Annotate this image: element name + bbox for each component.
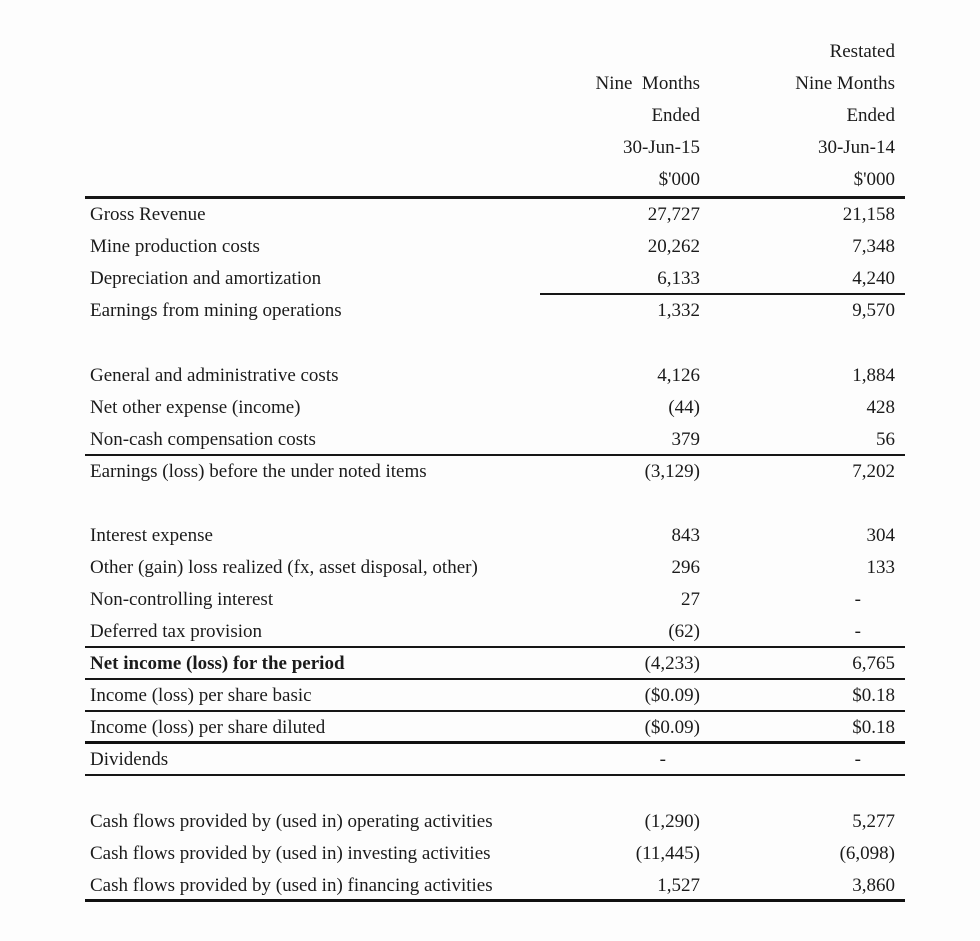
- value-2014: -: [854, 621, 861, 642]
- value-2015: (3,129): [644, 461, 700, 482]
- value-2014: 4,240: [700, 263, 905, 295]
- row-label: Earnings (loss) before the under noted i…: [90, 461, 427, 482]
- table-row: Earnings (loss) before the under noted i…: [85, 456, 905, 488]
- value-2015: 379: [671, 429, 701, 450]
- value-2015: 1,332: [657, 300, 700, 321]
- value-2014: 1,884: [852, 365, 895, 386]
- table-row: Net other expense (income) (44) 428: [85, 392, 905, 424]
- value-2014: 5,277: [852, 811, 895, 832]
- row-label: Cash flows provided by (used in) financi…: [90, 875, 493, 896]
- row-spacer: [85, 776, 905, 806]
- table-row: Depreciation and amortization 6,133 4,240: [85, 263, 905, 295]
- row-spacer: [85, 488, 905, 520]
- row-label: Income (loss) per share diluted: [90, 717, 326, 738]
- header-col-2015-line: Ended: [651, 105, 700, 126]
- table-row: General and administrative costs 4,126 1,8…: [85, 360, 905, 392]
- value-2014: 9,570: [852, 300, 895, 321]
- value-2015: (62): [668, 621, 700, 642]
- value-2015: 6,133: [540, 263, 700, 295]
- value-2015: (44): [668, 397, 700, 418]
- value-2015: ($0.09): [644, 685, 700, 706]
- row-label: Depreciation and amortization: [90, 268, 322, 289]
- table-row: Cash flows provided by (used in) investi…: [85, 838, 905, 870]
- value-2014: -: [854, 749, 861, 770]
- value-2015: ($0.09): [644, 717, 700, 738]
- row-label: Cash flows provided by (used in) operati…: [90, 811, 493, 832]
- table-row: Earnings from mining operations 1,332 9,57…: [85, 295, 905, 327]
- row-label: Net other expense (income): [90, 397, 301, 418]
- table-row: Deferred tax provision (62) -: [85, 616, 905, 648]
- value-2015: 27,727: [647, 204, 700, 225]
- value-2015: (4,233): [644, 653, 700, 674]
- value-2014: 7,202: [852, 461, 895, 482]
- header-col-2014-line: 30-Jun-14: [817, 137, 895, 158]
- table-header: Nine Months Ended 30-Jun-15 $'000 Restated N…: [85, 36, 905, 199]
- table-body: Gross Revenue 27,727 21,158 Mine production…: [85, 199, 905, 902]
- table-row: Non-controlling interest 27 -: [85, 584, 905, 616]
- value-2015: 27: [681, 589, 700, 610]
- header-col-2015-line: $'000: [658, 169, 700, 190]
- row-spacer: [85, 327, 905, 360]
- row-label: Deferred tax provision: [90, 621, 262, 642]
- row-label: Mine production costs: [90, 236, 260, 257]
- column-header-2015: Nine Months Ended 30-Jun-15 $'000: [540, 36, 701, 196]
- value-2014: 21,158: [842, 204, 895, 225]
- table-row: Gross Revenue 27,727 21,158: [85, 199, 905, 231]
- value-2014: (6,098): [839, 843, 895, 864]
- header-col-2015-line: 30-Jun-15: [622, 137, 700, 158]
- value-2014: 6,765: [852, 653, 895, 674]
- value-2014: 56: [876, 429, 895, 450]
- column-header-2014: Restated Nine Months Ended 30-Jun-14 $'000: [700, 36, 905, 196]
- row-label: Non-controlling interest: [90, 589, 274, 610]
- table-row: Dividends - -: [85, 744, 905, 776]
- table-row: Cash flows provided by (used in) operati…: [85, 806, 905, 838]
- row-label: Income (loss) per share basic: [90, 685, 312, 706]
- value-2015: 1,527: [657, 875, 700, 896]
- header-col-2014-line: Ended: [846, 105, 895, 126]
- financial-statement-table: Nine Months Ended 30-Jun-15 $'000 Restated N…: [85, 36, 905, 902]
- table-row: Income (loss) per share diluted ($0.09) $0…: [85, 712, 905, 744]
- table-row: Interest expense 843 304: [85, 520, 905, 552]
- row-label: Dividends: [90, 749, 169, 770]
- value-2014: 7,348: [852, 236, 895, 257]
- row-label: Gross Revenue: [90, 204, 206, 225]
- row-label: Non-cash compensation costs: [90, 429, 316, 450]
- value-2015: 20,262: [647, 236, 700, 257]
- row-label: Earnings from mining operations: [90, 300, 342, 321]
- value-2014: $0.18: [852, 685, 895, 706]
- value-2014: -: [854, 589, 861, 610]
- value-2015: (11,445): [635, 843, 700, 864]
- header-col-2015-line: Nine Months: [595, 73, 701, 94]
- value-2015: 843: [671, 525, 701, 546]
- header-col-2014-line: Nine Months: [795, 73, 895, 94]
- table-row: Income (loss) per share basic ($0.09) $0.1…: [85, 680, 905, 712]
- row-label: Interest expense: [90, 525, 213, 546]
- row-label: Cash flows provided by (used in) investi…: [90, 843, 491, 864]
- value-2014: 3,860: [852, 875, 895, 896]
- header-label-gap: [85, 36, 540, 196]
- value-2015: (1,290): [644, 811, 700, 832]
- value-2014: $0.18: [852, 717, 895, 738]
- row-label: Net income (loss) for the period: [90, 653, 345, 674]
- table-row: Mine production costs 20,262 7,348: [85, 231, 905, 263]
- table-row: Cash flows provided by (used in) financi…: [85, 870, 905, 902]
- value-2014: 133: [866, 557, 896, 578]
- value-2014: 304: [866, 525, 896, 546]
- table-row: Net income (loss) for the period (4,233) 6…: [85, 648, 905, 680]
- value-2015: 4,126: [657, 365, 700, 386]
- table-row: Other (gain) loss realized (fx, asset di…: [85, 552, 905, 584]
- value-2015: 296: [671, 557, 701, 578]
- value-2014: 428: [866, 397, 896, 418]
- row-label: Other (gain) loss realized (fx, asset di…: [90, 557, 478, 578]
- header-col-2014-line: Restated: [829, 41, 895, 62]
- header-col-2015-line: [540, 36, 700, 68]
- value-2015: -: [659, 749, 666, 770]
- table-row: Non-cash compensation costs 379 56: [85, 424, 905, 456]
- header-col-2014-line: $'000: [853, 169, 895, 190]
- row-label: General and administrative costs: [90, 365, 339, 386]
